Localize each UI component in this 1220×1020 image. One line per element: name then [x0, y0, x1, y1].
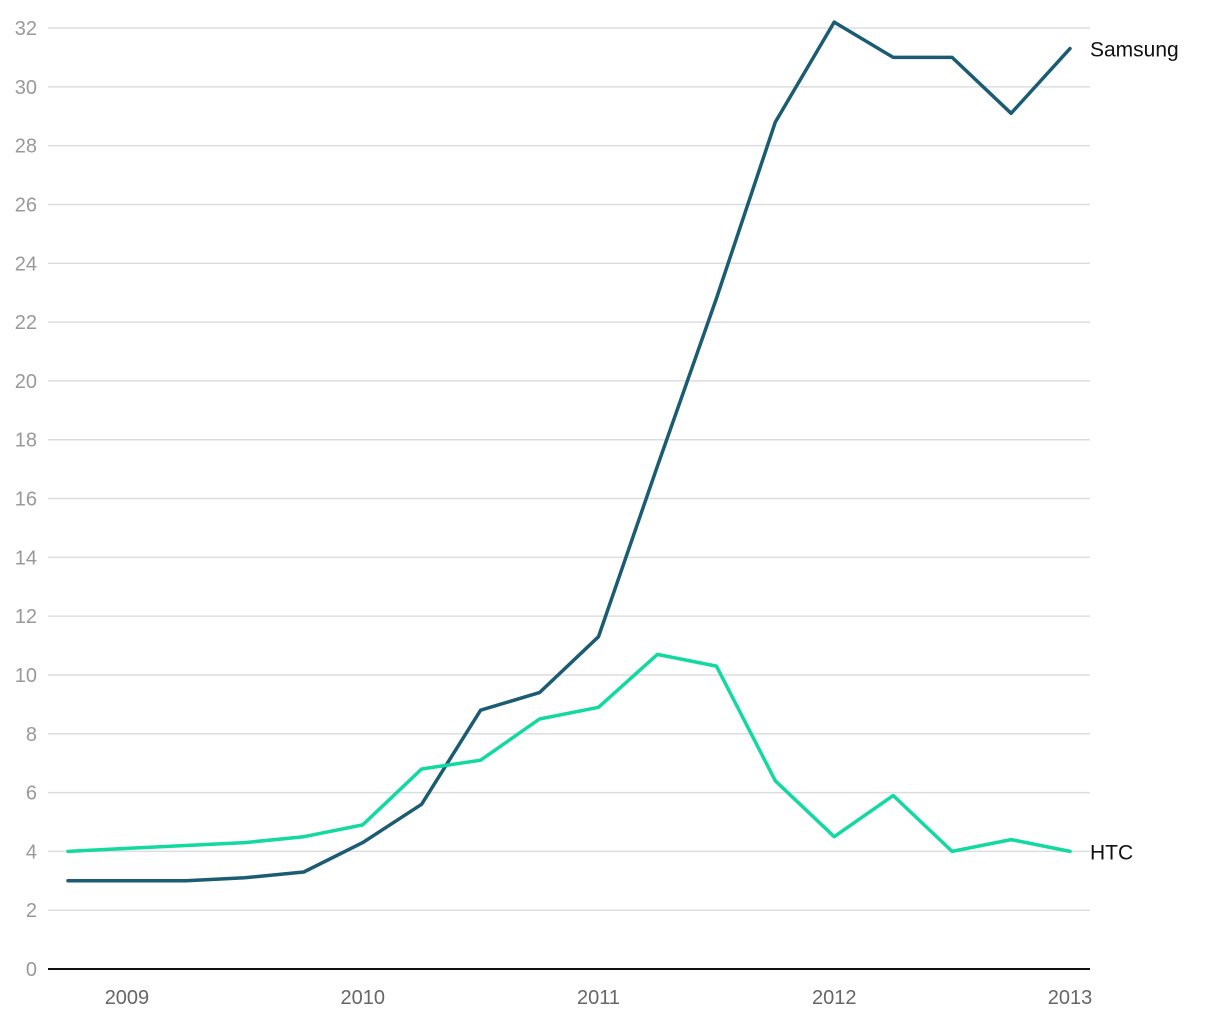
gridlines	[48, 27, 1090, 911]
x-tick-label: 2009	[105, 987, 150, 1009]
y-tick-label: 30	[15, 77, 37, 99]
y-tick-label: 12	[15, 606, 37, 628]
y-tick-label: 16	[15, 489, 37, 511]
x-tick-label: 2013	[1048, 987, 1093, 1009]
series-line-samsung	[66, 20, 1072, 883]
y-tick-label: 0	[26, 959, 37, 981]
y-tick-label: 6	[26, 783, 37, 805]
y-tick-label: 20	[15, 371, 37, 393]
series-labels: Samsung HTC	[1090, 39, 1179, 865]
y-tick-label: 2	[26, 900, 37, 922]
series-label-htc: HTC	[1090, 841, 1133, 864]
y-tick-label: 18	[15, 430, 37, 452]
y-tick-label: 32	[15, 18, 37, 40]
y-tick-label: 22	[15, 312, 37, 334]
y-tick-label: 8	[26, 724, 37, 746]
x-tick-label: 2010	[340, 987, 385, 1009]
y-tick-label: 4	[26, 841, 37, 863]
series-line-htc	[66, 652, 1072, 854]
x-tick-label: 2011	[577, 987, 620, 1009]
series-label-samsung: Samsung	[1090, 39, 1179, 62]
y-tick-label: 28	[15, 136, 37, 158]
y-tick-label: 10	[15, 665, 37, 687]
x-tick-label: 2012	[812, 987, 857, 1009]
y-tick-label: 24	[15, 253, 37, 275]
y-tick-label: 26	[15, 194, 37, 216]
y-tick-label: 14	[15, 547, 37, 569]
series-lines	[66, 20, 1072, 883]
x-axis-ticks: 2009 2010 2011 2012 2013	[105, 987, 1093, 1009]
